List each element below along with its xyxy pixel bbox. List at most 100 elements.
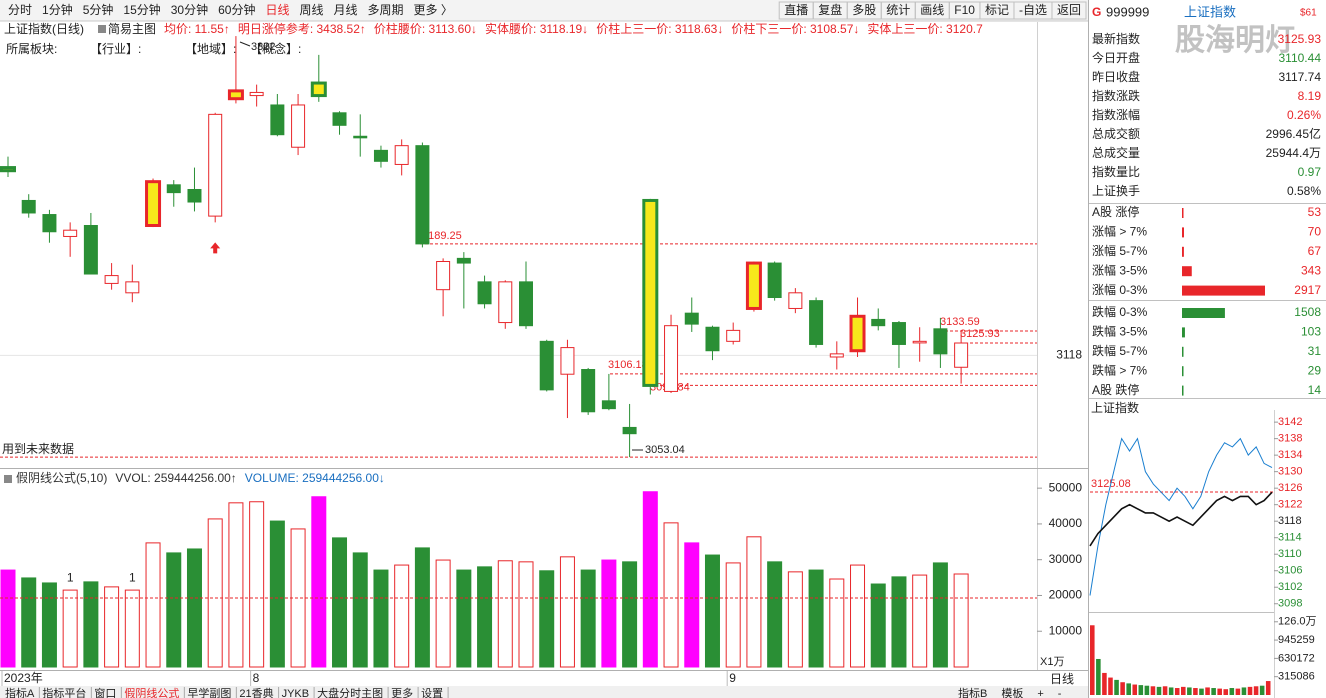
tool-button[interactable]: -自选	[1019, 3, 1047, 17]
mini-volume-bar	[1235, 688, 1241, 695]
y-tick-label: 10000	[1049, 623, 1083, 637]
candle-body	[436, 261, 451, 291]
tool-button[interactable]: F10	[954, 3, 975, 17]
volume-bar	[332, 537, 348, 668]
period-tab[interactable]: 月线	[334, 3, 358, 17]
indicator-tab[interactable]: 更多	[391, 686, 413, 698]
volume-bar	[539, 570, 555, 668]
mini-volume-bar	[1162, 686, 1168, 695]
y-tick-label: 315086	[1278, 671, 1315, 683]
breadth-value: 31	[1308, 344, 1322, 358]
indicator: 均价: 11.55↑	[164, 22, 230, 36]
period-tab[interactable]: 多周期	[368, 3, 404, 17]
mini-volume-bar	[1138, 685, 1144, 695]
volume-bar	[767, 561, 783, 668]
info-value: 3117.74	[1279, 70, 1322, 84]
candle-body	[477, 281, 492, 305]
indicator-tab[interactable]: 21香典	[239, 686, 273, 698]
tool-button-border	[778, 1, 814, 20]
breadth-bar	[1182, 385, 1184, 396]
y-tick-label: 3114	[1278, 532, 1302, 544]
period-tab[interactable]: 周线	[299, 3, 323, 17]
indicator-tab[interactable]: 大盘分时主图	[317, 686, 383, 698]
tool-button[interactable]: 标记	[985, 3, 1009, 17]
candle-body	[767, 262, 782, 299]
period-tab[interactable]: 1分钟	[42, 2, 73, 17]
indicator-tab[interactable]: 指标A	[5, 686, 35, 698]
volume-bar	[166, 552, 182, 668]
candle-body	[332, 112, 347, 126]
future-data-note: 用到未来数据	[2, 441, 74, 456]
mini-volume-bar	[1253, 686, 1259, 695]
breadth-bar	[1182, 208, 1184, 218]
x-tick-label: 2023年	[4, 671, 43, 685]
info-label: 上证换手	[1092, 184, 1140, 198]
indicator-tab[interactable]: +	[1037, 688, 1043, 698]
mini-volume-bar	[1126, 683, 1131, 695]
breadth-label: 涨幅 3-5%	[1092, 262, 1148, 277]
tool-button[interactable]: 直播	[784, 3, 808, 17]
indicator-tab[interactable]: 窗口	[94, 686, 116, 698]
indicator-tab[interactable]: 指标B	[958, 686, 987, 698]
y-tick-label: 3126	[1278, 482, 1302, 494]
candle-body	[891, 322, 906, 345]
breadth-value: 67	[1308, 244, 1322, 258]
candle-body	[227, 89, 244, 101]
level-label: 3053.04	[645, 444, 685, 456]
period-tab[interactable]: 更多 〉	[414, 3, 453, 17]
volume-bar	[663, 522, 679, 668]
volume-bar	[601, 559, 617, 668]
period-tab[interactable]: 15分钟	[123, 2, 160, 17]
candle-body	[560, 347, 575, 375]
candle-body	[912, 340, 927, 344]
breadth-bar	[1182, 266, 1192, 277]
sector-label: 【概念】:	[250, 41, 301, 56]
indicator-tab[interactable]: -	[1058, 688, 1062, 698]
breadth-value: 2917	[1294, 283, 1321, 297]
chart-subtitle: 简易主图	[108, 22, 156, 36]
tool-button[interactable]: 复盘	[818, 2, 842, 17]
y-tick-label: 3138	[1278, 433, 1302, 445]
indicator-tab[interactable]: JYKB	[282, 688, 310, 698]
tool-button[interactable]: 多股	[852, 3, 876, 17]
mini-volume-bar	[1247, 686, 1253, 695]
indicator-tab[interactable]: 早学副图	[187, 686, 231, 698]
period-tab[interactable]: 日线	[265, 3, 289, 17]
period-tab[interactable]: 60分钟	[218, 2, 255, 17]
candle-body	[415, 145, 430, 245]
info-value: 0.26%	[1287, 108, 1321, 122]
breadth-label: A股 跌停	[1092, 382, 1139, 397]
mini-volume-bar	[1090, 625, 1095, 695]
candle-body	[726, 329, 741, 342]
mini-volume-bar	[1229, 688, 1235, 695]
indicator-tab[interactable]: 假阴线公式	[124, 686, 179, 698]
x-tick-label: 9	[729, 671, 736, 685]
candle-body	[0, 166, 16, 173]
volume-bar	[104, 586, 120, 668]
candle-body	[249, 91, 264, 97]
tool-button[interactable]: 画线	[920, 3, 944, 17]
candle-body	[166, 184, 181, 194]
candle-body	[125, 281, 140, 294]
y-tick-label: 3102	[1278, 581, 1302, 593]
tool-button[interactable]: 返回	[1057, 3, 1081, 17]
indicator: 价柱上三一价: 3118.63↓	[596, 21, 723, 36]
period-tab[interactable]: 分时	[8, 3, 32, 17]
period-tab[interactable]: 30分钟	[171, 2, 208, 17]
toolbar-bg	[0, 0, 1088, 21]
candle-body	[291, 104, 306, 148]
candle-body	[104, 275, 119, 284]
tool-button[interactable]: 统计	[886, 3, 910, 17]
info-value: 2996.45亿	[1266, 126, 1321, 141]
y-tick-label: 126.0万	[1278, 616, 1317, 628]
mini-volume-bar	[1174, 688, 1180, 695]
mini-volume-bar	[1102, 672, 1107, 695]
indicator-tab[interactable]: 模板	[1001, 686, 1023, 698]
breadth-value: 14	[1308, 383, 1322, 397]
candle-body	[353, 135, 368, 139]
breadth-bar	[1182, 227, 1184, 238]
volume-bar	[808, 569, 824, 668]
indicator-tab[interactable]: 设置	[421, 687, 443, 698]
indicator-tab[interactable]: 指标平台	[42, 686, 86, 698]
period-tab[interactable]: 5分钟	[83, 2, 114, 17]
